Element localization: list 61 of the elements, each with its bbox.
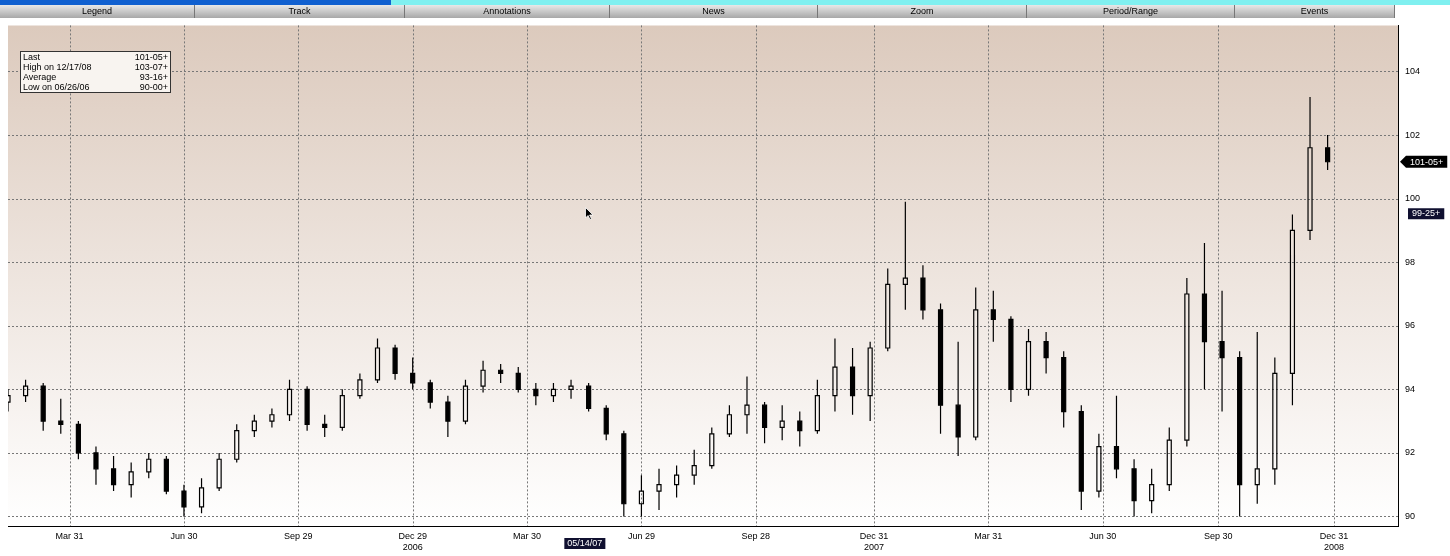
candlestick bbox=[1025, 328, 1032, 397]
x-tick-label: Mar 30 bbox=[513, 530, 542, 541]
y-tick-label: 96 bbox=[1405, 320, 1416, 331]
text: Legend bbox=[0, 5, 195, 18]
candlestick bbox=[832, 337, 838, 413]
text: Annotations bbox=[405, 5, 610, 18]
candlestick bbox=[744, 376, 750, 435]
x-tick-label: Dec 29 2006 bbox=[398, 530, 427, 552]
candlestick bbox=[1166, 426, 1172, 492]
candlestick bbox=[128, 461, 134, 498]
x-tick-label: Dec 31 2008 bbox=[1319, 530, 1349, 552]
candlestick bbox=[691, 449, 697, 486]
text: Average 93-16+ bbox=[23, 72, 168, 82]
candlestick bbox=[867, 341, 873, 422]
candlestick bbox=[1307, 96, 1313, 241]
x-tick-label: Dec 31 2007 bbox=[859, 530, 889, 552]
x-tick-label: Mar 31 bbox=[974, 530, 1003, 541]
candlestick bbox=[357, 372, 363, 400]
y-tick-label: 98 bbox=[1405, 256, 1416, 267]
candlestick bbox=[814, 379, 820, 435]
text: 99-25+ bbox=[1412, 208, 1441, 219]
candlestick bbox=[638, 474, 645, 518]
text: 05/14/07 bbox=[567, 538, 603, 549]
candlestick bbox=[674, 465, 680, 498]
y-tick-label: 92 bbox=[1405, 447, 1416, 458]
candlestick bbox=[1096, 433, 1102, 498]
x-tick-label: Sep 30 bbox=[1204, 530, 1233, 541]
x-tick-label: Mar 31 bbox=[55, 530, 84, 541]
text: 101-05+ bbox=[1410, 156, 1444, 167]
y-tick-label: 100 bbox=[1405, 193, 1421, 204]
x-tick-label: Sep 29 bbox=[284, 530, 313, 541]
text: Low on 06/26/06 90-00+ bbox=[23, 82, 168, 92]
candlestick bbox=[1149, 468, 1155, 514]
candlestick bbox=[885, 267, 891, 352]
x-tick-label: Jun 29 bbox=[627, 530, 655, 541]
candlestick bbox=[480, 360, 486, 394]
y-tick-label: 94 bbox=[1405, 383, 1416, 394]
text: Zoom bbox=[818, 5, 1027, 18]
text: High on 12/17/08 103-07+ bbox=[23, 62, 168, 72]
candlestick bbox=[1254, 331, 1260, 505]
candlestick bbox=[1272, 356, 1278, 486]
text: Last 101-05+ bbox=[23, 52, 168, 62]
x-tick-label: Sep 28 bbox=[741, 530, 771, 541]
y-tick-label: 90 bbox=[1405, 510, 1416, 521]
text: Events bbox=[1235, 5, 1395, 18]
candlestick bbox=[973, 287, 979, 441]
text: Track bbox=[195, 5, 405, 18]
candlestick bbox=[568, 379, 574, 400]
y-tick-label: 104 bbox=[1405, 65, 1421, 76]
text: News bbox=[610, 5, 818, 18]
candlestick bbox=[269, 407, 275, 429]
candlestick bbox=[216, 452, 222, 492]
candlestick bbox=[779, 404, 785, 441]
x-tick-label: Jun 30 bbox=[170, 530, 198, 541]
candlestick bbox=[1184, 277, 1190, 448]
x-tick-label: Jun 30 bbox=[1089, 530, 1117, 541]
text: Period/Range bbox=[1027, 5, 1235, 18]
candlestick bbox=[902, 201, 908, 311]
candlestick bbox=[656, 468, 662, 511]
y-tick-label: 102 bbox=[1405, 129, 1421, 140]
candlestick bbox=[1289, 213, 1296, 406]
